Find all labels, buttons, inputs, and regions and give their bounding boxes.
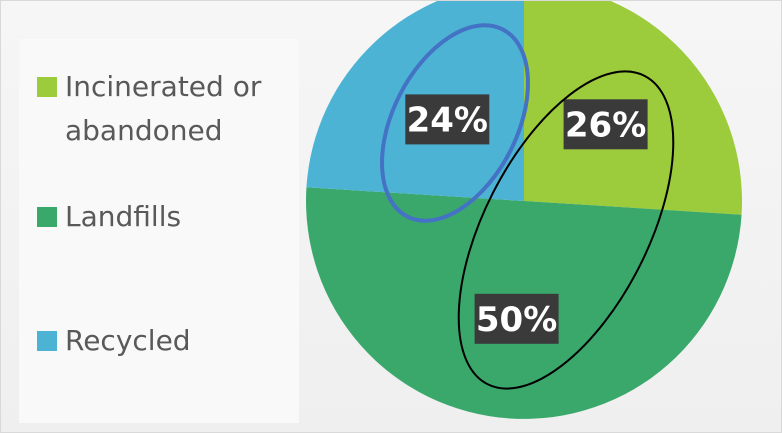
legend-swatch-landfills [37,207,57,227]
data-label-box-incinerated [563,99,648,150]
annotation-ellipse-recycled [380,23,530,223]
data-label-box-landfills [474,293,559,344]
legend-swatch-recycled [37,331,57,351]
legend-label-incinerated: Incinerated or abandoned [65,70,262,147]
legend: Incinerated or abandoned Landfills Recyc… [19,39,299,423]
data-label-landfills: 50% [474,293,559,344]
legend-swatch-incinerated [37,77,57,97]
legend-item-recycled: Recycled [37,319,191,363]
data-label-recycled: 24% [405,94,490,145]
annotation-ellipse-incinerated-landfills [457,70,675,390]
data-label-incinerated: 26% [563,99,648,150]
legend-label-recycled: Recycled [65,324,191,357]
data-label-text-landfills: 50% [476,300,557,340]
legend-item-incinerated: Incinerated or abandoned [37,65,261,153]
data-label-text-recycled: 24% [407,100,488,140]
legend-label-landfills: Landfills [65,200,182,233]
pie-data-labels: 26% 50% 24% [405,94,648,344]
legend-item-landfills: Landfills [37,195,181,239]
data-label-box-recycled [405,94,490,145]
data-label-text-incinerated: 26% [565,105,646,145]
